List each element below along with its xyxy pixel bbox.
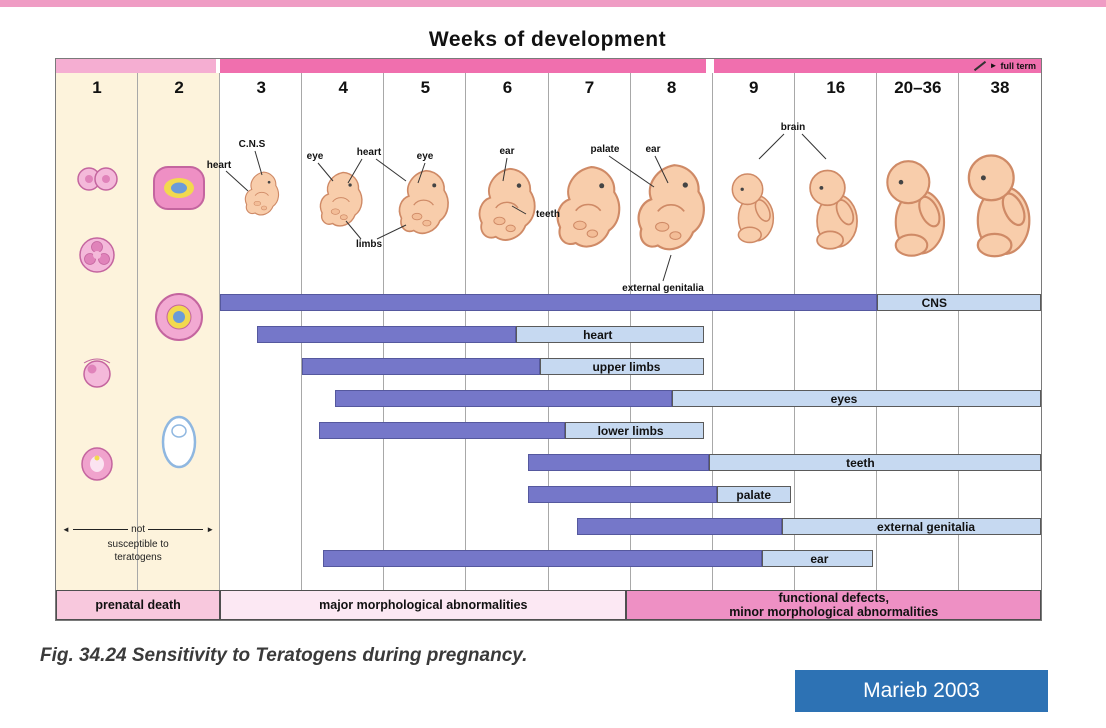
highly-sensitive-period-bar xyxy=(302,358,541,375)
week-label: 8 xyxy=(666,78,677,97)
phase-label-line: prenatal death xyxy=(95,597,181,612)
header-strip-weeks-3-8 xyxy=(220,59,706,73)
highly-sensitive-period-bar xyxy=(577,518,783,535)
teratogen-sensitivity-figure: ► full term 1 2 3 4 5 6 7 8 9 16 20–36 38 xyxy=(55,58,1042,621)
bar-row-palate: palate xyxy=(56,486,1041,503)
week-label: 3 xyxy=(256,78,266,97)
bar-label: teeth xyxy=(846,455,875,470)
bar-label: CNS xyxy=(921,295,947,310)
bar-label: upper limbs xyxy=(592,359,661,374)
bar-label: palate xyxy=(736,487,772,502)
week-label: 2 xyxy=(174,78,184,97)
note-line-teratogens: teratogens xyxy=(114,552,162,563)
full-term-arrow-icon: ► xyxy=(989,61,998,70)
week-label: 1 xyxy=(92,78,102,97)
highly-sensitive-period-bar xyxy=(257,326,516,343)
week-label: 9 xyxy=(748,78,759,97)
not-susceptible-arrow: ◄ not ► xyxy=(62,523,214,537)
less-sensitive-period-bar xyxy=(716,486,791,503)
week-label: 38 xyxy=(990,78,1010,97)
bar-label: external genitalia xyxy=(877,519,976,534)
less-sensitive-period-bar xyxy=(515,326,705,343)
bar-row-ear: ear xyxy=(56,550,1041,567)
bar-label: lower limbs xyxy=(597,423,664,438)
figure-caption: Fig. 34.24 Sensitivity to Teratogens dur… xyxy=(40,645,528,666)
phase-label-line: functional defects, xyxy=(778,590,889,605)
less-sensitive-period-bar xyxy=(782,518,1041,535)
week-label: 7 xyxy=(584,78,595,97)
highly-sensitive-period-bar xyxy=(322,550,762,567)
slide-top-accent-strip xyxy=(0,0,1106,7)
bar-label: ear xyxy=(810,551,829,566)
highly-sensitive-period-bar xyxy=(527,454,709,471)
bar-label: heart xyxy=(583,327,613,342)
less-sensitive-period-bar xyxy=(708,454,1041,471)
header-strip-weeks-9-38: ► full term xyxy=(714,59,1041,73)
bar-row-CNS: CNS xyxy=(56,294,1041,311)
bar-label: eyes xyxy=(830,391,858,406)
header-strip-weeks-1-2 xyxy=(56,59,216,73)
week-number-row: 1 2 3 4 5 6 7 8 9 16 20–36 38 xyxy=(56,73,1041,103)
bar-row-external-genitalia: external genitalia xyxy=(56,518,1041,535)
bar-row-eyes: eyes xyxy=(56,390,1041,407)
left-arrowhead-icon: ◄ xyxy=(62,524,70,534)
credit-badge: Marieb 2003 xyxy=(795,670,1048,712)
highly-sensitive-period-bar xyxy=(527,486,717,503)
bar-row-lower-limbs: lower limbs xyxy=(56,422,1041,439)
right-arrowhead-icon: ► xyxy=(206,524,215,534)
bar-row-heart: heart xyxy=(56,326,1041,343)
bar-row-teeth: teeth xyxy=(56,454,1041,471)
less-sensitive-period-bar xyxy=(876,294,1041,311)
outcome-phases-row: prenatal death major morphological abnorm… xyxy=(56,590,1041,620)
less-sensitive-period-bar xyxy=(564,422,705,439)
full-term-label: full term xyxy=(1000,61,1036,71)
week-label: 4 xyxy=(338,78,349,97)
phase-label-line: major morphological abnormalities xyxy=(319,597,528,612)
phase-cell: major morphological abnormalities xyxy=(220,590,627,620)
week-label: 5 xyxy=(420,78,431,97)
highly-sensitive-period-bar xyxy=(220,294,877,311)
week-label: 16 xyxy=(826,78,846,97)
note-line-susceptible: susceptible to xyxy=(107,538,169,550)
page-title: Weeks of development xyxy=(428,28,667,51)
week-label: 20–36 xyxy=(894,78,942,97)
less-sensitive-period-bar xyxy=(761,550,873,567)
note-word-not: not xyxy=(131,524,146,535)
phase-label-line: minor morphological abnormalities xyxy=(729,605,939,619)
highly-sensitive-period-bar xyxy=(335,390,672,407)
not-susceptible-note: ◄ not ► susceptible to teratogens xyxy=(56,523,220,565)
less-sensitive-period-bar xyxy=(540,358,705,375)
week-label: 6 xyxy=(502,78,513,97)
bar-row-upper-limbs: upper limbs xyxy=(56,358,1041,375)
phase-cell: prenatal death xyxy=(56,590,221,620)
arrow-line xyxy=(148,529,204,531)
arrow-line xyxy=(72,529,129,531)
sensitivity-bars-layer: CNS heart upper limbs eyes lower limbs teeth p… xyxy=(56,59,1041,619)
less-sensitive-period-bar xyxy=(671,390,1041,407)
highly-sensitive-period-bar xyxy=(318,422,565,439)
phase-cell: functional defects, minor morphological a… xyxy=(626,590,1041,620)
